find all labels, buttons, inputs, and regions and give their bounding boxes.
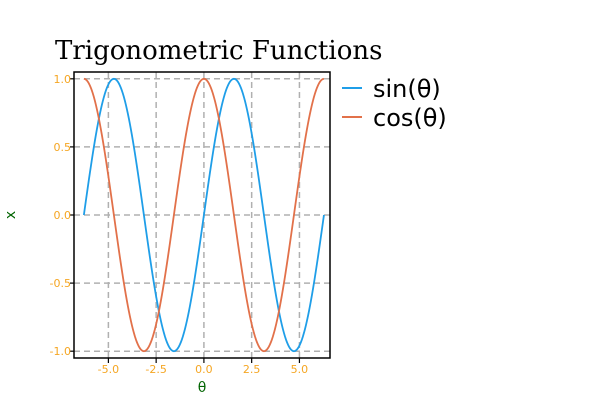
x-tick-label: 2.5 xyxy=(243,363,261,376)
y-tick-label: 0.0 xyxy=(54,209,72,222)
axis-ticks: -5.0 -2.5 0.0 2.5 5.0 1.0 0.5 0.0 -0.5 -1.0 xyxy=(50,73,309,376)
grid-lines xyxy=(74,72,330,358)
y-tick-label: 1.0 xyxy=(54,73,72,86)
y-tick-label: 0.5 xyxy=(54,141,72,154)
x-tick-label: -2.5 xyxy=(145,363,166,376)
y-axis-label: x xyxy=(3,211,19,219)
x-axis-label: θ xyxy=(198,380,207,396)
x-tick-label: -5.0 xyxy=(98,363,119,376)
legend-label-cos: cos(θ) xyxy=(373,104,447,132)
axes-frame xyxy=(73,71,331,359)
y-tick-label: -0.5 xyxy=(50,277,71,290)
series-line-sin xyxy=(82,77,325,353)
x-tick-label: 0.0 xyxy=(195,363,213,376)
y-tick-label: -1.0 xyxy=(50,345,71,358)
plot-area xyxy=(82,77,325,353)
legend-label-sin: sin(θ) xyxy=(373,75,441,103)
chart-title: Trigonometric Functions xyxy=(55,36,382,66)
legend: sin(θ)cos(θ) xyxy=(342,75,447,132)
series-line-cos xyxy=(83,77,325,353)
x-tick-label: 5.0 xyxy=(291,363,309,376)
